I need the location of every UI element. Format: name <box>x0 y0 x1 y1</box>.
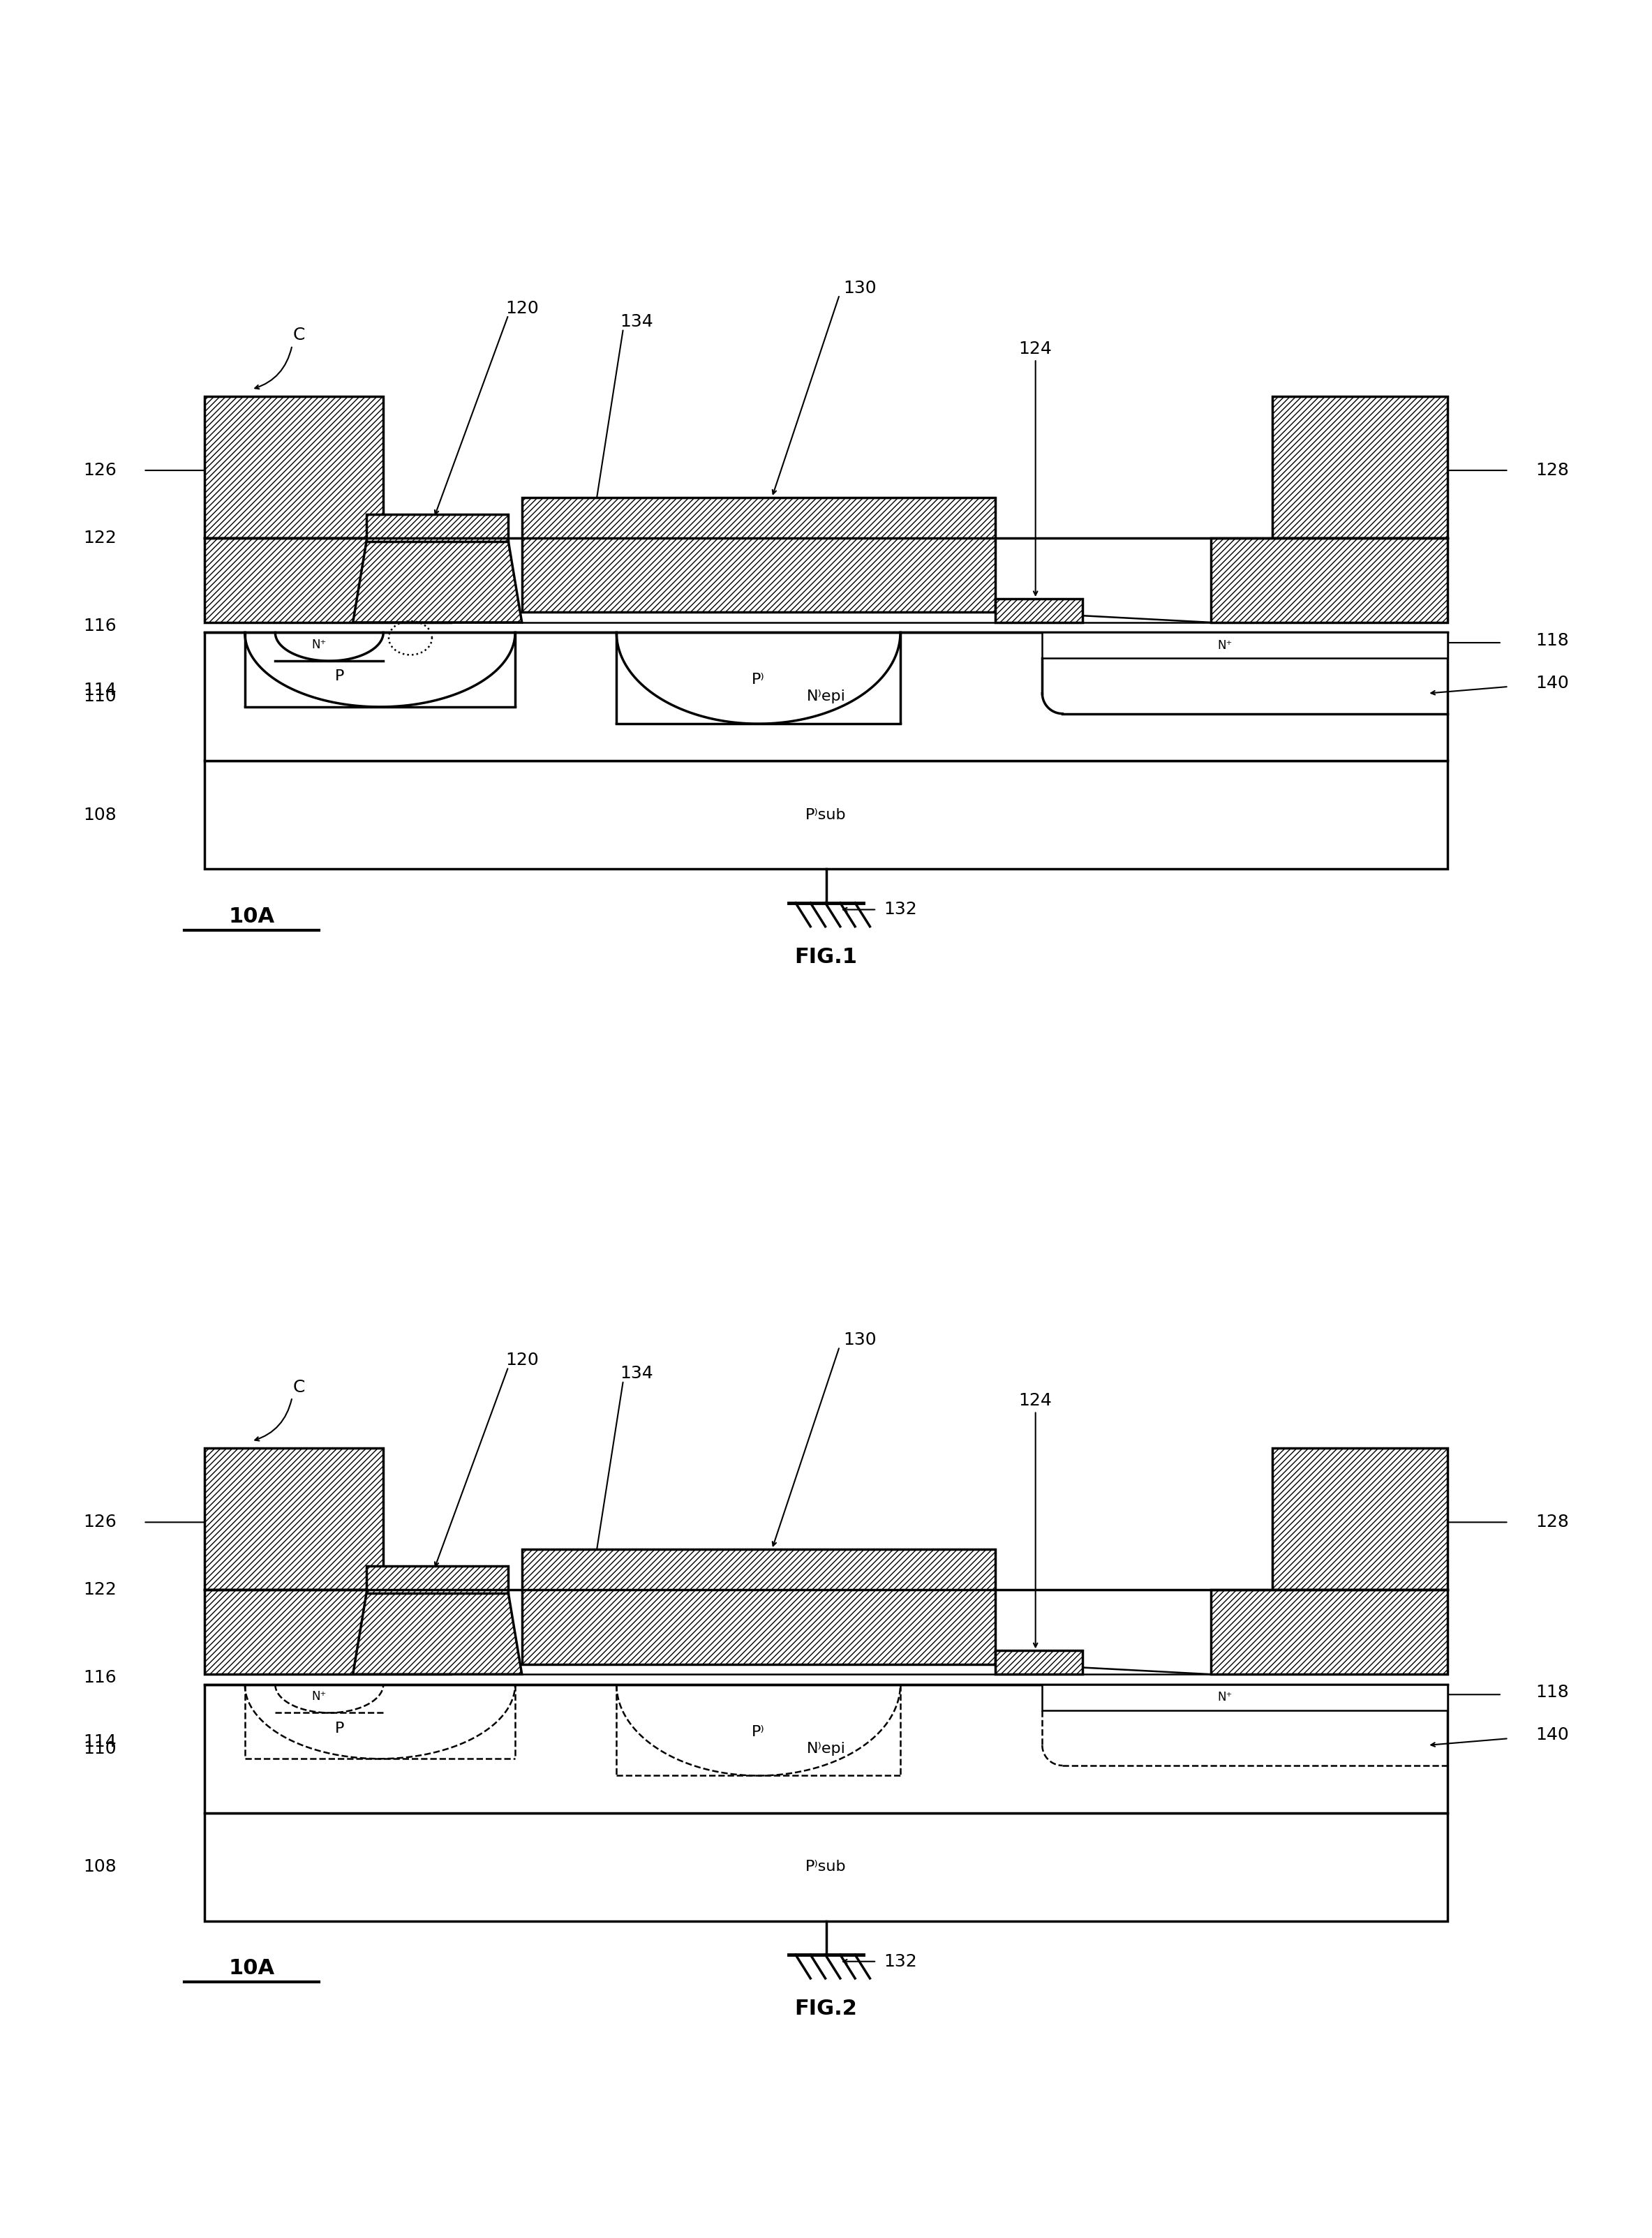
Text: 122: 122 <box>83 1582 116 1598</box>
Bar <box>205 1813 1447 1920</box>
Text: N⁺: N⁺ <box>1218 1692 1232 1703</box>
Text: 134: 134 <box>620 313 654 329</box>
Text: 114: 114 <box>83 683 116 698</box>
Text: N⁺: N⁺ <box>312 638 327 651</box>
Text: P: P <box>335 669 344 683</box>
Text: 124: 124 <box>1019 340 1052 358</box>
Text: 126: 126 <box>83 1513 116 1531</box>
Bar <box>1272 396 1447 537</box>
Bar <box>205 537 451 622</box>
Text: P⁾: P⁾ <box>752 1725 765 1739</box>
Text: 114: 114 <box>83 1734 116 1750</box>
Bar <box>1211 1589 1447 1674</box>
Bar <box>522 1549 995 1665</box>
Text: 120: 120 <box>506 300 539 316</box>
Text: 108: 108 <box>83 806 116 824</box>
Text: 110: 110 <box>83 689 116 705</box>
Text: C: C <box>292 327 306 345</box>
Text: 130: 130 <box>843 1332 877 1347</box>
Bar <box>522 497 995 613</box>
Text: C: C <box>292 1379 306 1397</box>
Text: 122: 122 <box>83 530 116 546</box>
Bar <box>205 633 1447 761</box>
Text: 116: 116 <box>83 1670 116 1685</box>
Text: 130: 130 <box>843 280 877 295</box>
Text: 132: 132 <box>884 902 917 918</box>
Text: P⁾: P⁾ <box>752 674 765 687</box>
Text: 140: 140 <box>1536 1728 1569 1743</box>
Text: 120: 120 <box>506 1352 539 1367</box>
Text: N⁺: N⁺ <box>312 1690 327 1703</box>
Bar <box>205 761 1447 868</box>
Bar <box>367 515 509 542</box>
Text: 10A: 10A <box>228 906 274 927</box>
Text: FIG.1: FIG.1 <box>795 947 857 967</box>
Text: 132: 132 <box>884 1954 917 1969</box>
Text: N⁾epi: N⁾epi <box>806 1741 846 1755</box>
Bar <box>205 396 383 537</box>
Text: 118: 118 <box>1536 1685 1569 1701</box>
Bar <box>205 1589 451 1674</box>
Bar <box>995 600 1082 622</box>
Text: P: P <box>335 1721 344 1734</box>
Bar <box>1272 1448 1447 1589</box>
Bar <box>995 1652 1082 1674</box>
Text: 124: 124 <box>1019 1392 1052 1410</box>
Text: 126: 126 <box>83 461 116 479</box>
Bar <box>1042 1685 1447 1710</box>
Bar <box>205 1685 1447 1813</box>
Text: 118: 118 <box>1536 633 1569 649</box>
Text: 128: 128 <box>1536 461 1569 479</box>
Text: P⁾sub: P⁾sub <box>806 1860 846 1873</box>
Text: P⁾sub: P⁾sub <box>806 808 846 821</box>
Text: FIG.2: FIG.2 <box>795 1999 857 2019</box>
Text: 134: 134 <box>620 1365 654 1381</box>
Text: N⁾epi: N⁾epi <box>806 689 846 703</box>
Bar <box>367 1567 509 1593</box>
Text: 108: 108 <box>83 1858 116 1875</box>
Polygon shape <box>354 542 522 622</box>
Text: N⁺: N⁺ <box>1218 640 1232 651</box>
Text: 116: 116 <box>83 618 116 633</box>
Text: 110: 110 <box>83 1741 116 1757</box>
Bar <box>205 1448 383 1589</box>
Bar <box>1211 537 1447 622</box>
Text: 10A: 10A <box>228 1958 274 1978</box>
Text: 140: 140 <box>1536 676 1569 692</box>
Text: 128: 128 <box>1536 1513 1569 1531</box>
Bar <box>1042 633 1447 658</box>
Polygon shape <box>354 1593 522 1674</box>
